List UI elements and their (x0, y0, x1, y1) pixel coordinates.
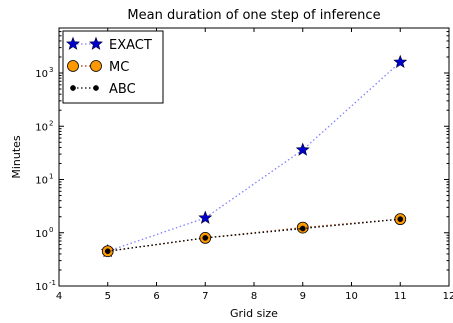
legend-marker-abc (93, 85, 99, 91)
data-point-abc (299, 225, 306, 232)
x-tick-label: 9 (300, 291, 306, 302)
x-axis-label: Grid size (230, 307, 278, 320)
legend-label-exact: EXACT (109, 38, 152, 53)
legend-label-abc: ABC (109, 82, 136, 97)
x-tick-label: 10 (345, 291, 358, 302)
data-point-exact (295, 142, 310, 156)
legend-marker-mc (67, 60, 79, 72)
legend-label-mc: MC (109, 60, 129, 75)
legend-marker-abc (70, 85, 76, 91)
x-tick-label: 7 (202, 291, 208, 302)
y-tick-label-exponent: 2 (49, 119, 53, 127)
x-tick-label: 11 (394, 291, 407, 302)
y-tick-label: 10 (35, 69, 48, 80)
legend-marker-exact (89, 36, 103, 50)
series-abc (104, 216, 404, 255)
legend-marker-mc (90, 60, 102, 72)
y-tick-label: 10 (35, 229, 48, 240)
y-tick-label-exponent: -1 (49, 279, 56, 287)
series-line-mc (107, 218, 401, 252)
data-point-abc (104, 248, 111, 255)
data-point-exact (198, 210, 213, 224)
y-tick-label-exponent: 1 (49, 173, 53, 181)
y-tick-label: 10 (35, 122, 48, 133)
series-line-abc (107, 218, 401, 252)
x-tick-label: 6 (153, 291, 159, 302)
x-tick-label: 8 (251, 291, 257, 302)
legend-box (62, 30, 164, 104)
series-mc (101, 213, 407, 258)
data-point-abc (202, 235, 209, 241)
x-tick-label: 5 (105, 291, 111, 302)
legend-marker-exact (66, 36, 80, 50)
y-tick-label: 10 (35, 176, 48, 187)
y-tick-label-exponent: 0 (49, 226, 53, 234)
data-point-abc (397, 216, 404, 223)
data-point-exact (393, 54, 408, 69)
x-tick-label: 12 (443, 291, 453, 302)
x-tick-label: 4 (56, 291, 62, 302)
y-tick-label-exponent: 3 (49, 66, 53, 74)
chart-title: Mean duration of one step of inference (127, 8, 380, 23)
y-tick-label: 10 (35, 282, 48, 293)
y-axis-label: Minutes (10, 135, 23, 179)
